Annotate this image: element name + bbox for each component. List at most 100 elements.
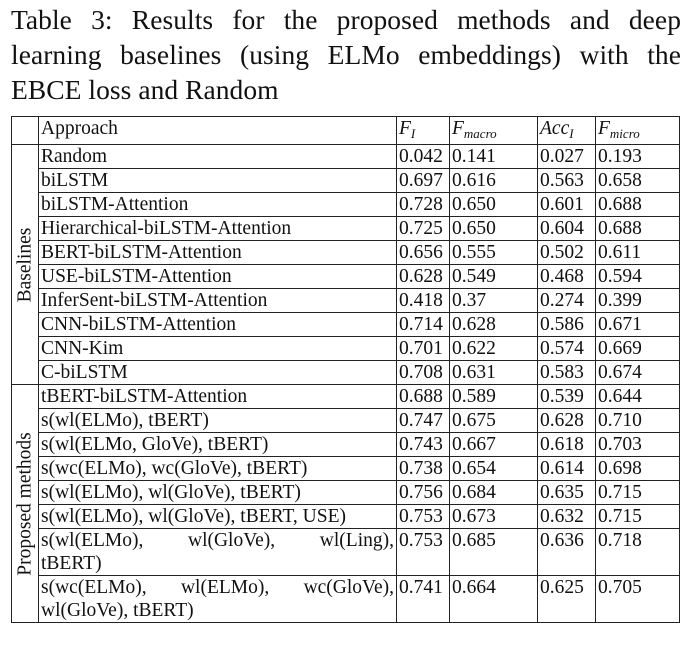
- approach-cell: USE-biLSTM-Attention: [38, 264, 397, 289]
- table-row: biLSTM 0.697 0.616 0.563 0.658: [12, 168, 680, 193]
- header-row: Approach FI Fmacro AccI Fmicro: [11, 116, 680, 145]
- metric-value: 0.688: [595, 216, 680, 241]
- approach-label: tBERT): [41, 553, 102, 574]
- metric-value: 0.574: [537, 336, 596, 361]
- metric-value: 0.586: [537, 312, 596, 337]
- header-fmicro: Fmicro: [595, 116, 680, 145]
- approach-label: s(wl(ELMo, GloVe), tBERT): [41, 434, 269, 455]
- metric-value: 0.725: [396, 216, 450, 241]
- metric-value: 0.650: [449, 192, 538, 217]
- caption-line-3: EBCE loss and Random: [11, 74, 279, 105]
- metric-value: 0.614: [537, 456, 596, 481]
- metric-value: 0.688: [396, 384, 450, 409]
- metric-value: 0.684: [449, 480, 538, 505]
- approach-label: InferSent-biLSTM-Attention: [41, 290, 268, 311]
- approach-label: biLSTM-Attention: [41, 194, 189, 215]
- results-table: Approach FI Fmacro AccI Fmicro Baselines…: [11, 116, 680, 623]
- metric-value: 0.756: [396, 480, 450, 505]
- metric-value: 0.747: [396, 408, 450, 433]
- group-label: Baselines: [14, 227, 36, 302]
- approach-label: biLSTM: [41, 170, 109, 191]
- metric-value: 0.715: [595, 504, 680, 529]
- approach-cell: s(wc(ELMo), wl(ELMo), wc(GloVe), wl(GloVe…: [38, 575, 397, 623]
- metric-value: 0.688: [595, 192, 680, 217]
- approach-cell: tBERT-biLSTM-Attention: [38, 384, 397, 409]
- metric-value: 0.555: [449, 240, 538, 265]
- metric-value: 0.618: [537, 432, 596, 457]
- metric-value: 0.399: [595, 288, 680, 313]
- metric-value: 0.589: [449, 384, 538, 409]
- approach-cell: s(wl(ELMo), wl(GloVe), wl(Ling), tBERT): [38, 528, 397, 576]
- table-row: Baselines Random 0.042 0.141 0.027 0.193: [11, 144, 680, 385]
- approach-cell: s(wc(ELMo), wc(GloVe), tBERT): [38, 456, 397, 481]
- approach-label: s(wl(ELMo), wl(GloVe), tBERT): [41, 482, 301, 503]
- metric-value: 0.594: [595, 264, 680, 289]
- metric-value: 0.697: [396, 168, 450, 193]
- metric-value: 0.274: [537, 288, 596, 313]
- metric-value: 0.708: [396, 360, 450, 385]
- table-row: s(wl(ELMo), wl(GloVe), wl(Ling), tBERT) 0.…: [12, 528, 680, 576]
- metric-value: 0.601: [537, 192, 596, 217]
- metric-value: 0.583: [537, 360, 596, 385]
- table-row: s(wl(ELMo), wl(GloVe), tBERT) 0.756 0.684 0…: [12, 480, 680, 505]
- metric-value: 0.654: [449, 456, 538, 481]
- approach-label: Hierarchical-biLSTM-Attention: [41, 218, 292, 239]
- table-row: C-biLSTM 0.708 0.631 0.583 0.674: [12, 360, 680, 385]
- metric-value: 0.628: [537, 408, 596, 433]
- approach-label: s(wc(ELMo), wl(ELMo), wc(GloVe),: [41, 577, 394, 598]
- metric-value: 0.698: [595, 456, 680, 481]
- header-group-blank: [11, 116, 39, 145]
- metric-value: 0.741: [396, 575, 450, 623]
- metric-value: 0.743: [396, 432, 450, 457]
- table-row: s(wl(ELMo), wl(GloVe), tBERT, USE) 0.753 0…: [12, 504, 680, 529]
- approach-cell: biLSTM: [38, 168, 397, 193]
- approach-label: s(wl(ELMo), tBERT): [41, 410, 209, 431]
- table-row: Hierarchical-biLSTM-Attention 0.725 0.650 0…: [12, 216, 680, 241]
- metric-value: 0.027: [537, 144, 596, 169]
- approach-cell: InferSent-biLSTM-Attention: [38, 288, 397, 313]
- approach-label: USE-biLSTM-Attention: [41, 266, 232, 287]
- metric-value: 0.549: [449, 264, 538, 289]
- approach-label: BERT-biLSTM-Attention: [41, 242, 242, 263]
- approach-cell: s(wl(ELMo), tBERT): [38, 408, 397, 433]
- table-row: BERT-biLSTM-Attention 0.656 0.555 0.502 0.61…: [12, 240, 680, 265]
- metric-value: 0.714: [396, 312, 450, 337]
- metric-value: 0.622: [449, 336, 538, 361]
- metric-value: 0.753: [396, 528, 450, 576]
- table-row: Proposed methods tBERT-biLSTM-Attention 0.…: [11, 384, 680, 623]
- approach-cell: CNN-biLSTM-Attention: [38, 312, 397, 337]
- approach-label: s(wl(ELMo), wl(GloVe), tBERT, USE): [41, 506, 347, 527]
- header-acc: AccI: [537, 116, 596, 145]
- metric-value: 0.418: [396, 288, 450, 313]
- metric-value: 0.539: [537, 384, 596, 409]
- metric-value: 0.625: [537, 575, 596, 623]
- results-table-body: Approach FI Fmacro AccI Fmicro Baselines…: [11, 116, 680, 623]
- metric-value: 0.628: [449, 312, 538, 337]
- metric-value: 0.468: [537, 264, 596, 289]
- approach-cell: s(wl(ELMo, GloVe), tBERT): [38, 432, 397, 457]
- caption-line-2: learning baselines (using ELMo embedding…: [11, 39, 681, 70]
- metric-value: 0.604: [537, 216, 596, 241]
- approach-label: wl(GloVe), tBERT): [41, 600, 194, 621]
- metric-value: 0.675: [449, 408, 538, 433]
- metric-value: 0.718: [595, 528, 680, 576]
- metric-value: 0.738: [396, 456, 450, 481]
- metric-value: 0.701: [396, 336, 450, 361]
- metric-value: 0.673: [449, 504, 538, 529]
- metric-value: 0.674: [595, 360, 680, 385]
- approach-label: Random: [41, 146, 108, 167]
- metric-value: 0.753: [396, 504, 450, 529]
- metric-value: 0.715: [595, 480, 680, 505]
- metric-value: 0.37: [449, 288, 538, 313]
- table-caption: Table 3: Results for the proposed method…: [11, 2, 681, 107]
- metric-value: 0.667: [449, 432, 538, 457]
- approach-cell: s(wl(ELMo), wl(GloVe), tBERT): [38, 480, 397, 505]
- metric-value: 0.710: [595, 408, 680, 433]
- metric-value: 0.669: [595, 336, 680, 361]
- metric-value: 0.141: [449, 144, 538, 169]
- header-approach: Approach: [38, 116, 397, 145]
- approach-cell: CNN-Kim: [38, 336, 397, 361]
- approach-label: s(wc(ELMo), wc(GloVe), tBERT): [41, 458, 308, 479]
- metric-value: 0.616: [449, 168, 538, 193]
